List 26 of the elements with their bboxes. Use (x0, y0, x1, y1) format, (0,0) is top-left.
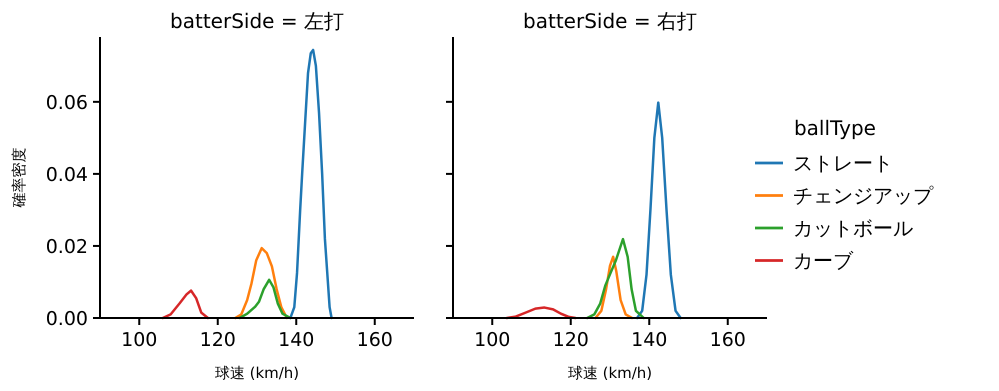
x-tick-label: 120 (552, 329, 589, 351)
legend-title: ballType (794, 116, 876, 140)
y-axis-title: 確率密度 (10, 148, 28, 208)
x-tick-label: 120 (200, 329, 236, 351)
line-series (162, 289, 210, 320)
x-tick-label: 100 (121, 329, 158, 351)
legend-label: ストレート (793, 151, 893, 175)
legend-label: カーブ (793, 248, 854, 272)
x-tick-label: 140 (278, 329, 314, 351)
chart-title: batterSide = 右打 (523, 9, 697, 33)
y-tick-label: 0.06 (46, 92, 88, 114)
legend-label: カットボール (793, 216, 913, 240)
chart-title: batterSide = 左打 (170, 9, 344, 33)
x-tick-label: 100 (474, 329, 510, 351)
x-axis-title: 球速 (km/h) (568, 364, 652, 382)
y-tick-label: 0.02 (46, 236, 88, 258)
y-tick-label: 0.04 (46, 164, 88, 186)
legend-label: チェンジアップ (793, 184, 934, 208)
line-series (289, 48, 333, 320)
y-tick-label: 0.00 (46, 308, 88, 330)
x-tick-label: 160 (710, 329, 746, 351)
x-axis-title: 球速 (km/h) (214, 364, 300, 382)
line-series (238, 278, 292, 320)
x-tick-label: 140 (631, 329, 668, 351)
x-tick-label: 160 (356, 329, 393, 351)
line-series (234, 246, 288, 320)
